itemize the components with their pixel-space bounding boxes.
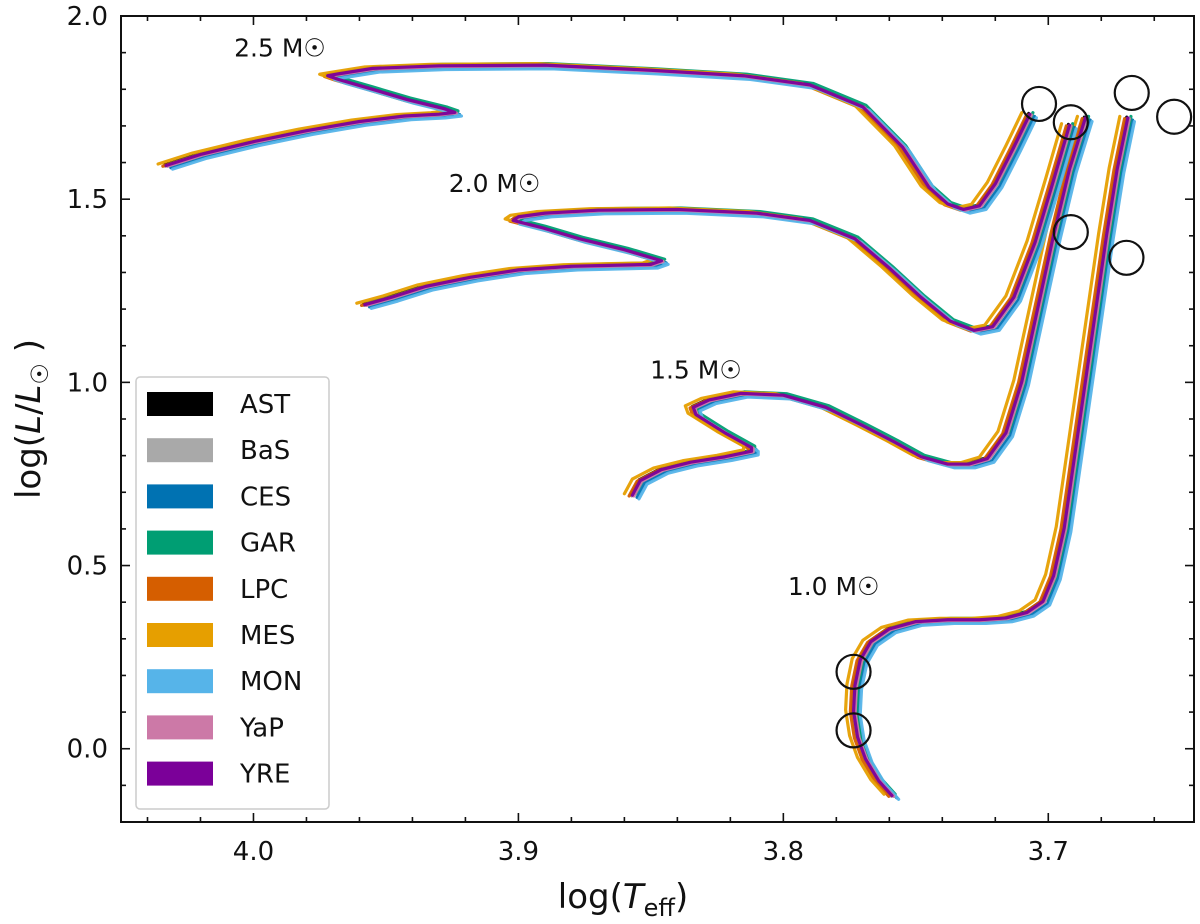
- legend-swatch-mes: [147, 623, 213, 647]
- track-CES-1: [635, 118, 1092, 500]
- x-tick-label: 3.8: [763, 837, 804, 867]
- track-BaS-2: [362, 124, 1071, 333]
- y-tick-label: 0.5: [67, 552, 108, 582]
- track-MES-2: [355, 122, 1064, 331]
- legend-label-lpc: LPC: [240, 575, 288, 605]
- legend-label-bas: BaS: [240, 436, 290, 466]
- mass-label: 1.5 M☉: [650, 356, 742, 385]
- legend-swatch-lpc: [147, 576, 213, 601]
- legend-label-gar: GAR: [240, 529, 296, 559]
- legend-swatch-ast: [147, 392, 213, 416]
- mass-label: 2.0 M☉: [449, 169, 541, 198]
- legend-label-yap: YaP: [239, 713, 284, 743]
- legend-swatch-yre: [147, 761, 213, 786]
- legend-swatch-mon: [147, 669, 213, 694]
- circle-marker: [1052, 104, 1089, 141]
- legend-swatch-bas: [147, 438, 213, 463]
- circle-marker: [1052, 214, 1089, 251]
- track-GAR-2: [366, 122, 1075, 331]
- track-YRE-3: [164, 63, 1032, 212]
- x-tick-label: 4.0: [233, 837, 274, 867]
- legend-label-mon: MON: [240, 667, 302, 697]
- circle-marker: [1020, 85, 1058, 123]
- track-YaP-1: [632, 116, 1089, 498]
- circle-markers-layer: [835, 74, 1193, 749]
- track-GAR-1: [633, 114, 1091, 496]
- track-YRE-2: [363, 123, 1072, 332]
- track-CES-2: [367, 125, 1076, 335]
- circle-marker: [835, 653, 872, 690]
- track-YaP-2: [364, 124, 1073, 333]
- track-MON-1: [637, 119, 1094, 501]
- legend-label-mes: MES: [240, 621, 295, 651]
- circle-marker: [1113, 74, 1150, 112]
- ticks-layer: 4.0 3.9 3.8 3.7 0.0 0.5 1.0 1.5 2.0: [67, 2, 1194, 867]
- legend-label-ces: CES: [240, 482, 291, 512]
- track-CES-3: [169, 65, 1037, 214]
- legend-swatch-yap: [147, 715, 213, 740]
- tracks-layer: [156, 62, 1136, 801]
- track-YaP-0: [853, 116, 1131, 798]
- legend: AST BaS CES GAR LPC MES MON YaP YRE: [135, 376, 330, 810]
- x-tick-label: 3.7: [1028, 837, 1069, 867]
- y-tick-label: 1.0: [67, 368, 108, 398]
- track-MON-2: [369, 127, 1078, 336]
- circle-marker: [1156, 98, 1193, 135]
- legend-label-yre: YRE: [239, 760, 290, 790]
- track-MON-3: [171, 67, 1038, 215]
- y-tick-label: 2.0: [67, 2, 108, 32]
- circle-marker: [1108, 239, 1145, 276]
- mass-label: 2.5 M☉: [234, 33, 326, 62]
- y-tick-label: 0.0: [67, 735, 108, 765]
- track-YRE-1: [630, 116, 1087, 497]
- track-GAR-0: [855, 114, 1133, 796]
- mass-labels-layer: 1.0 M☉ 1.5 M☉ 2.0 M☉ 2.5 M☉: [234, 33, 879, 601]
- y-axis-title: log(L/L☉ ): [9, 339, 54, 499]
- legend-label-ast: AST: [240, 390, 290, 420]
- x-axis-title: log(Teff): [558, 877, 688, 922]
- track-YRE-0: [851, 116, 1130, 798]
- y-tick-label: 1.5: [67, 185, 108, 215]
- track-LPC-2: [359, 124, 1068, 333]
- legend-swatch-ces: [147, 484, 213, 509]
- x-tick-label: 3.9: [498, 837, 539, 867]
- track-MON-0: [858, 119, 1136, 801]
- circle-marker: [835, 712, 872, 749]
- mass-label: 1.0 M☉: [788, 572, 880, 601]
- track-AST-2: [362, 122, 1071, 332]
- track-MES-3: [156, 62, 1024, 210]
- legend-swatch-gar: [147, 530, 213, 555]
